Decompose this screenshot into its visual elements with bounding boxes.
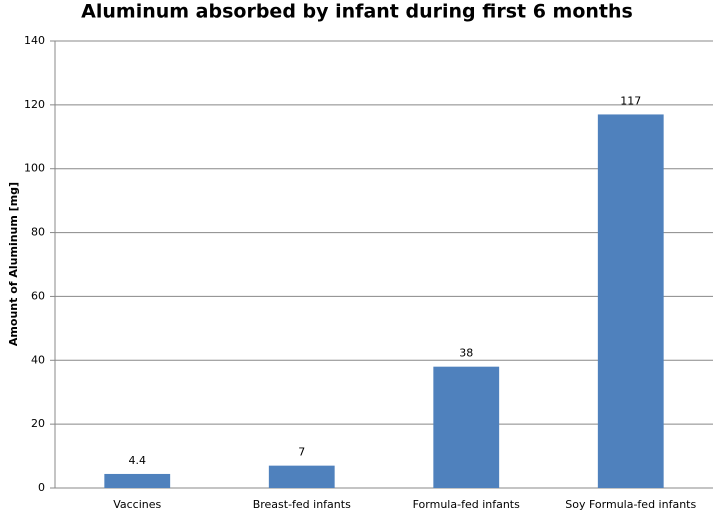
x-tick-label: Breast-fed infants bbox=[253, 498, 351, 511]
bar bbox=[268, 465, 335, 488]
y-tick-label: 80 bbox=[31, 226, 45, 239]
y-tick-label: 140 bbox=[24, 34, 45, 47]
x-tick-label: Vaccines bbox=[113, 498, 161, 511]
y-tick-label: 40 bbox=[31, 353, 45, 366]
bar bbox=[597, 114, 664, 488]
data-label: 7 bbox=[298, 446, 305, 459]
bar bbox=[433, 366, 500, 488]
y-tick-label: 0 bbox=[38, 481, 45, 494]
data-label: 4.4 bbox=[129, 454, 147, 467]
x-tick-label: Formula-fed infants bbox=[413, 498, 520, 511]
chart-title: Aluminum absorbed by infant during first… bbox=[81, 1, 633, 23]
bar bbox=[104, 473, 171, 488]
y-axis-label: Amount of Aluminum [mg] bbox=[7, 182, 20, 346]
x-tick-label: Soy Formula-fed infants bbox=[565, 498, 696, 511]
data-label: 117 bbox=[620, 94, 641, 107]
y-tick-label: 20 bbox=[31, 417, 45, 430]
data-label: 38 bbox=[459, 347, 473, 360]
y-tick-label: 100 bbox=[24, 162, 45, 175]
y-tick-label: 60 bbox=[31, 289, 45, 302]
y-tick-label: 120 bbox=[24, 98, 45, 111]
